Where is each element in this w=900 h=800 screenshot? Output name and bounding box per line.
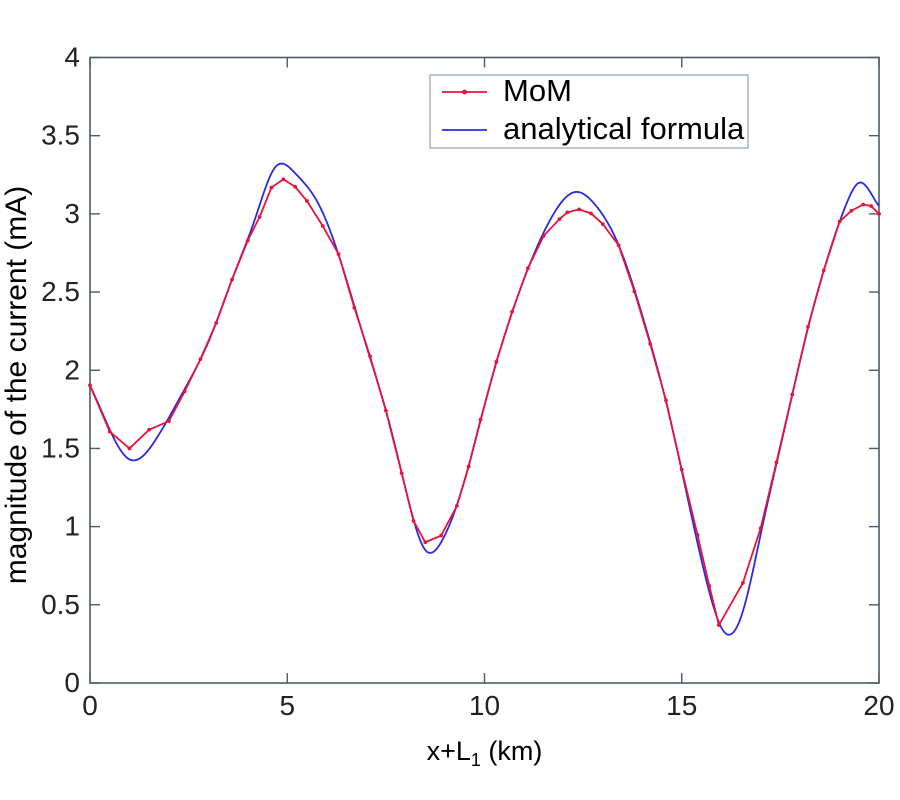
svg-text:analytical formula: analytical formula — [503, 111, 745, 146]
svg-text:MoM: MoM — [503, 73, 572, 108]
svg-text:3.5: 3.5 — [41, 120, 80, 151]
svg-text:magnitude of the current (mA): magnitude of the current (mA) — [0, 186, 33, 585]
svg-text:0: 0 — [64, 667, 80, 698]
svg-text:4: 4 — [64, 42, 80, 73]
svg-text:0.5: 0.5 — [41, 589, 80, 620]
svg-text:1: 1 — [64, 511, 80, 542]
svg-text:0: 0 — [82, 690, 98, 721]
svg-text:20: 20 — [863, 690, 894, 721]
svg-text:2.5: 2.5 — [41, 276, 80, 307]
svg-text:5: 5 — [279, 690, 295, 721]
svg-text:1.5: 1.5 — [41, 432, 80, 463]
svg-text:x+L1 (km): x+L1 (km) — [427, 736, 543, 770]
svg-text:10: 10 — [469, 690, 500, 721]
svg-text:3: 3 — [64, 198, 80, 229]
svg-text:15: 15 — [666, 690, 697, 721]
svg-text:2: 2 — [64, 354, 80, 385]
